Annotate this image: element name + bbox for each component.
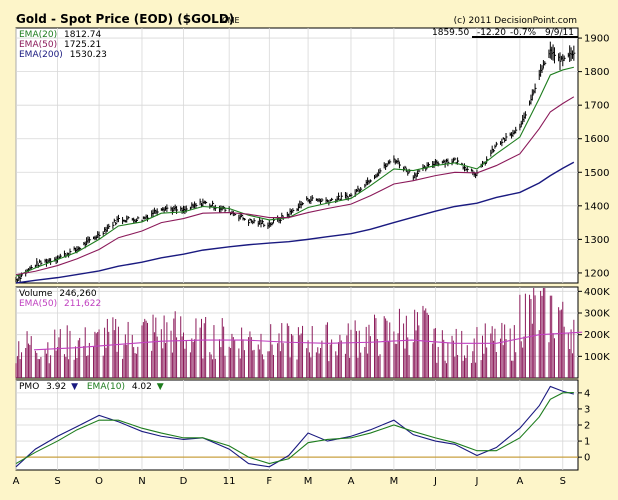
legend-ema20: EMA(20) 1812.74: [19, 30, 101, 40]
volume-ema-line: [33, 331, 583, 351]
legend-volume-value: 246,260: [59, 289, 96, 299]
legend-ema20-label: EMA(20): [19, 30, 57, 40]
legend-ema50-label: EMA(50): [19, 40, 57, 50]
ema50-line: [15, 96, 575, 276]
price-tick-label: 1400: [584, 201, 609, 212]
price-tick-label: 1300: [584, 235, 609, 246]
month-label: F: [266, 476, 272, 487]
legend-ema200-value: 1530.23: [70, 50, 107, 60]
month-label: 11: [223, 476, 236, 487]
legend-pmo-arrow-icon: ▼: [71, 382, 78, 392]
copyright-label: (c) 2011 DecisionPoint.com: [454, 16, 577, 26]
ema200-line: [15, 161, 575, 284]
axis-layer: A S O N D 11 F M A M J J A S 1200 1300 1400 1500 1600 1700 1…: [13, 34, 611, 487]
volume-tick-label: 200K: [584, 330, 610, 341]
volume-tick-label: 100K: [584, 352, 610, 363]
price-tick-label: 1500: [584, 168, 609, 179]
legend-volume-ema-value: 211,622: [64, 299, 101, 309]
month-label: M: [304, 476, 313, 487]
legend-volume: Volume 246,260: [19, 289, 97, 299]
month-label: S: [54, 476, 60, 487]
month-label: A: [348, 476, 355, 487]
ema20-line: [15, 66, 574, 277]
pmo-ema-line: [15, 391, 574, 465]
legend-volume-ema-label: EMA(50): [19, 299, 57, 309]
legend-pmo-ema-value: 4.02: [132, 382, 152, 392]
price-layer: [15, 41, 576, 284]
readout-pct: -0.7%: [510, 28, 537, 38]
volume-tick-label: 400K: [584, 287, 610, 298]
volume-tick-label: 300K: [584, 309, 610, 320]
legend-pmo-label: PMO: [19, 382, 39, 392]
month-label: D: [180, 476, 188, 487]
legend-ema20-value: 1812.74: [64, 30, 101, 40]
pmo-tick-label: 0: [584, 453, 590, 464]
month-label: M: [390, 476, 399, 487]
month-label: S: [560, 476, 566, 487]
month-label: A: [13, 476, 20, 487]
month-label: J: [474, 476, 478, 487]
legend-ema50-value: 1725.21: [64, 40, 101, 50]
readout-close: 1859.50: [432, 28, 469, 38]
legend-volume-label: Volume: [19, 289, 53, 299]
legend-pmo-value: 3.92: [46, 382, 66, 392]
readout-date: 9/9/11: [545, 28, 574, 38]
legend-volume-ema: EMA(50) 211,622: [19, 299, 101, 309]
month-label: J: [433, 476, 437, 487]
legend-ema50: EMA(50) 1725.21: [19, 40, 101, 50]
legend-ema200: EMA(200) 1530.23: [19, 50, 107, 60]
pmo-tick-label: 4: [584, 388, 590, 399]
exchange-label: CME: [222, 16, 240, 25]
price-tick-label: 1900: [584, 34, 609, 45]
pmo-layer: [15, 385, 574, 468]
price-tick-label: 1200: [584, 268, 609, 279]
month-label: O: [95, 476, 103, 487]
price-tick-label: 1700: [584, 101, 609, 112]
legend-pmo-ema-label: EMA(10): [87, 382, 125, 392]
pmo-tick-label: 2: [584, 421, 590, 432]
volume-layer: [15, 288, 583, 378]
month-label: A: [516, 476, 523, 487]
price-tick-label: 1600: [584, 134, 609, 145]
legend-pmo: PMO 3.92 ▼ EMA(10) 4.02 ▼: [19, 382, 164, 392]
chart-title: Gold - Spot Price (EOD) ($GOLD): [16, 12, 234, 26]
pmo-tick-label: 1: [584, 437, 590, 448]
price-tick-label: 1800: [584, 67, 609, 78]
pmo-tick-label: 3: [584, 404, 590, 415]
readout-change: -12.20: [477, 28, 506, 38]
legend-ema200-label: EMA(200): [19, 50, 63, 60]
month-label: N: [138, 476, 145, 487]
legend-pmo-ema-arrow-icon: ▼: [157, 382, 164, 392]
